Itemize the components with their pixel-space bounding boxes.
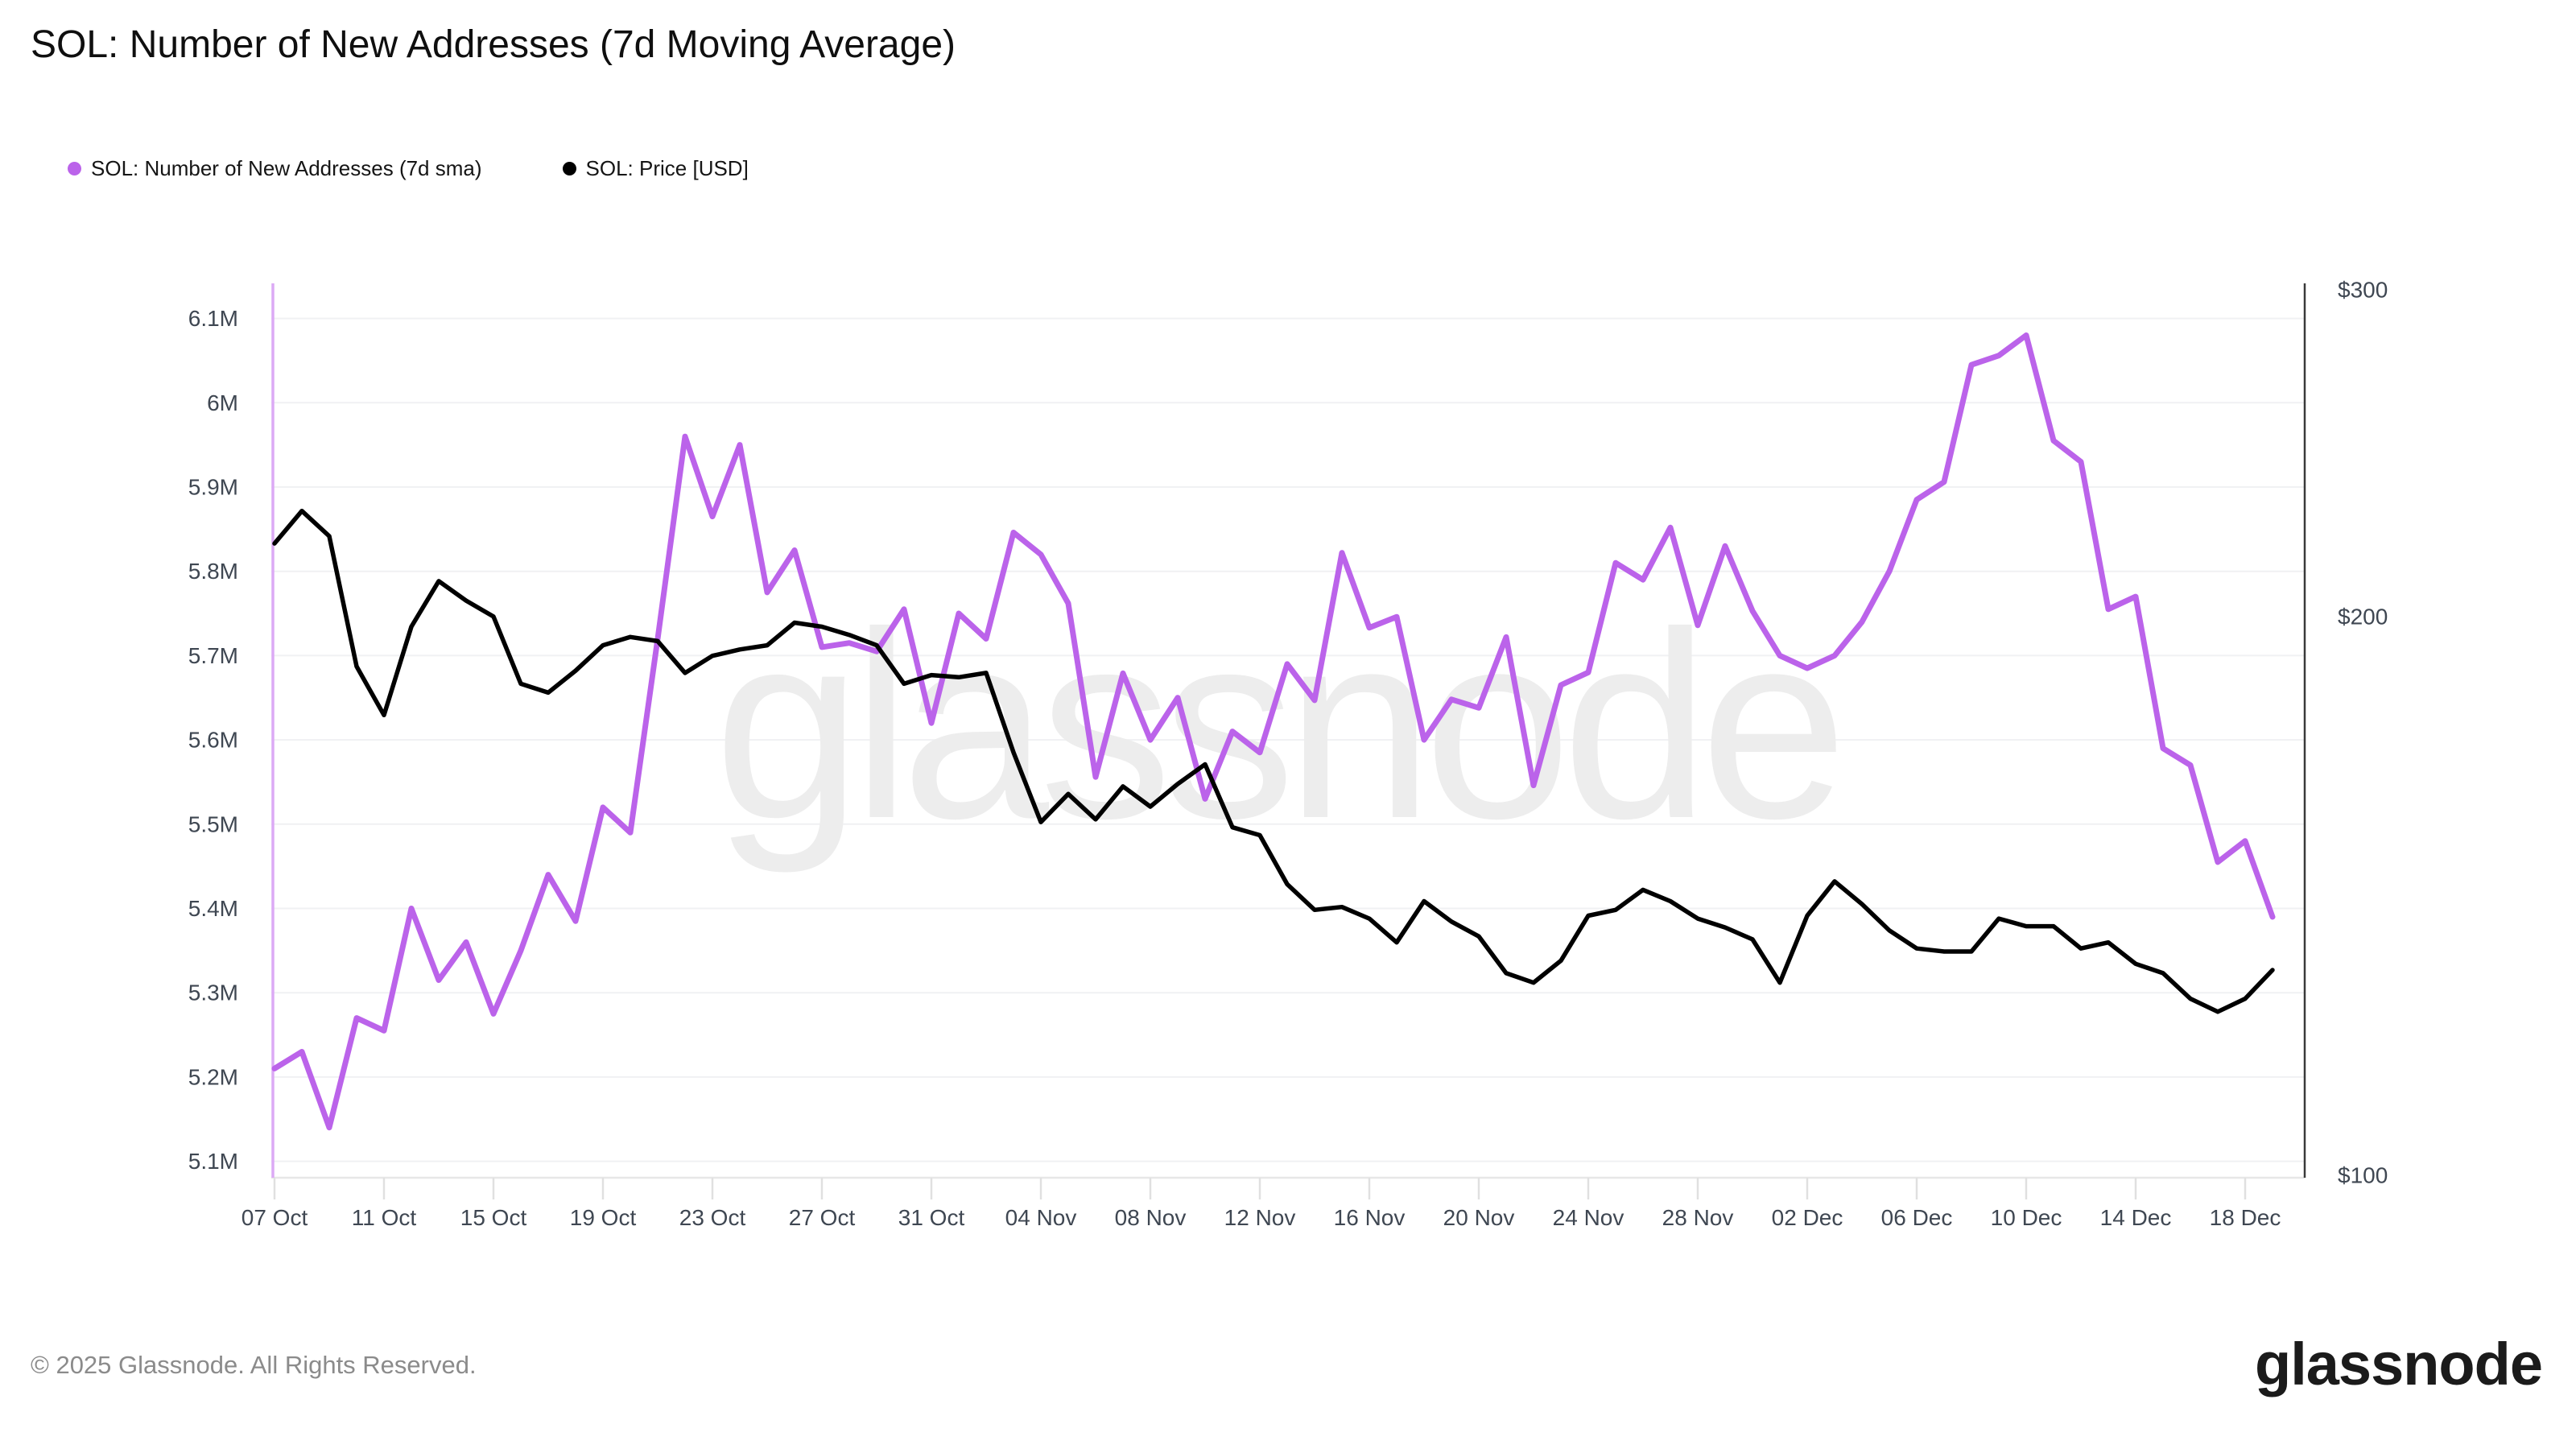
price-line[interactable] <box>272 508 2275 1014</box>
y-axis-left-label: 5.2M <box>188 1064 238 1089</box>
y-axis-right-label: $300 <box>2338 277 2388 302</box>
legend-label-addresses: SOL: Number of New Addresses (7d sma) <box>91 156 482 180</box>
legend-item-price[interactable]: SOL: Price [USD] <box>562 156 749 181</box>
legend-dot-price-icon <box>562 162 576 175</box>
y-axis-right-label: $200 <box>2338 604 2388 629</box>
x-axis-label: 07 Oct <box>242 1205 308 1230</box>
x-axis-label: 16 Nov <box>1334 1205 1406 1230</box>
x-axis-label: 14 Dec <box>2100 1205 2172 1230</box>
x-axis-label: 06 Dec <box>1881 1205 1953 1230</box>
y-axis-left-label: 6.1M <box>188 306 238 331</box>
x-axis-label: 28 Nov <box>1662 1205 1734 1230</box>
y-axis-left-label: 5.5M <box>188 811 238 836</box>
x-axis-label: 27 Oct <box>789 1205 856 1230</box>
x-axis-label: 19 Oct <box>570 1205 637 1230</box>
watermark-text: glassnode <box>714 576 1839 875</box>
y-axis-left-label: 5.8M <box>188 559 238 584</box>
y-axis-left-label: 5.7M <box>188 643 238 668</box>
x-axis-label: 24 Nov <box>1553 1205 1624 1230</box>
x-axis-label: 20 Nov <box>1443 1205 1515 1230</box>
x-axis-label: 15 Oct <box>460 1205 527 1230</box>
y-axis-left-label: 5.3M <box>188 980 238 1005</box>
x-axis-label: 18 Dec <box>2210 1205 2281 1230</box>
y-axis-left-label: 5.1M <box>188 1149 238 1174</box>
legend-item-addresses[interactable]: SOL: Number of New Addresses (7d sma) <box>68 156 482 181</box>
x-axis-label: 08 Nov <box>1115 1205 1187 1230</box>
x-axis-label: 12 Nov <box>1224 1205 1296 1230</box>
copyright-text: © 2025 Glassnode. All Rights Reserved. <box>31 1351 477 1379</box>
x-axis-label: 04 Nov <box>1005 1205 1077 1230</box>
x-axis-label: 23 Oct <box>679 1205 746 1230</box>
addresses-line[interactable] <box>271 332 2276 1131</box>
legend-dot-addresses-icon <box>68 162 81 175</box>
x-axis-label: 02 Dec <box>1772 1205 1843 1230</box>
page-title: SOL: Number of New Addresses (7d Moving … <box>31 23 956 66</box>
legend: SOL: Number of New Addresses (7d sma) SO… <box>68 156 749 181</box>
x-axis-label: 31 Oct <box>898 1205 965 1230</box>
y-axis-left-label: 5.4M <box>188 896 238 921</box>
x-axis-label: 10 Dec <box>1991 1205 2062 1230</box>
y-axis-right-label: $100 <box>2338 1163 2388 1188</box>
x-axis-label: 11 Oct <box>352 1205 417 1230</box>
y-axis-left-label: 5.6M <box>188 728 238 753</box>
y-axis-left-label: 6M <box>207 390 238 415</box>
y-axis-left-label: 5.9M <box>188 475 238 500</box>
glassnode-logo: glassnode <box>2255 1331 2543 1397</box>
legend-label-price: SOL: Price [USD] <box>585 156 749 180</box>
